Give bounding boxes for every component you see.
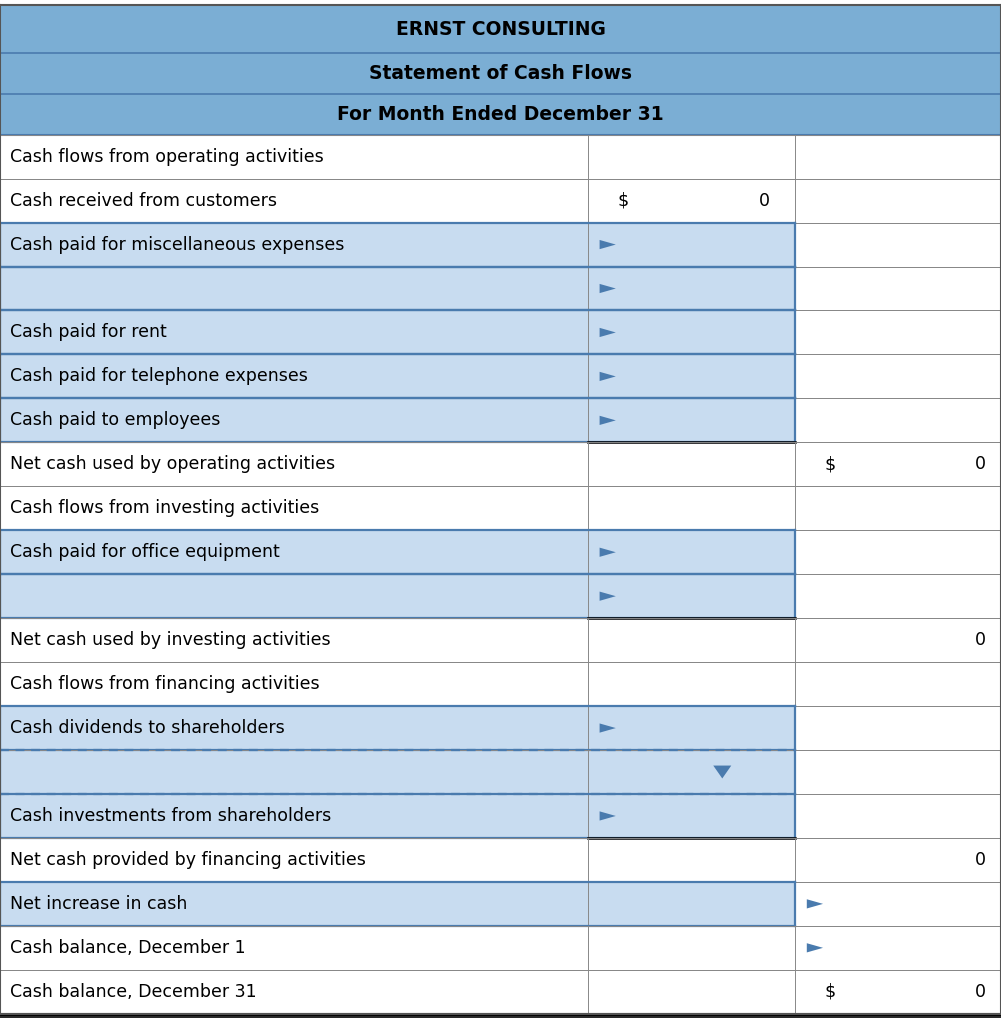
Bar [0, 882, 588, 926]
Bar [795, 750, 1001, 794]
Bar [588, 574, 795, 618]
Bar [795, 354, 1001, 398]
Bar [0, 135, 1001, 178]
Text: $: $ [825, 983, 836, 1000]
Bar [588, 398, 795, 442]
Bar [0, 926, 1001, 970]
Bar [0, 222, 588, 266]
Text: Net cash provided by financing activities: Net cash provided by financing activitie… [10, 851, 366, 869]
Polygon shape [600, 372, 616, 381]
Bar [588, 530, 795, 574]
Bar [0, 970, 1001, 1014]
Text: Net increase in cash: Net increase in cash [10, 895, 187, 912]
Polygon shape [600, 416, 616, 425]
Bar [0, 486, 1001, 530]
Text: 0: 0 [975, 851, 986, 869]
Bar [0, 53, 1001, 94]
Polygon shape [600, 328, 616, 337]
Bar [588, 310, 795, 354]
Bar [795, 882, 1001, 926]
Bar [0, 398, 588, 442]
Polygon shape [600, 811, 616, 820]
Bar [0, 442, 1001, 486]
Bar [795, 707, 1001, 750]
Bar [588, 750, 795, 794]
Bar [795, 794, 1001, 838]
Text: 0: 0 [759, 191, 770, 210]
Text: 0: 0 [975, 456, 986, 473]
Text: Cash investments from shareholders: Cash investments from shareholders [10, 807, 331, 825]
Bar [588, 354, 795, 398]
Bar [0, 663, 1001, 707]
Polygon shape [600, 548, 616, 557]
Bar [0, 266, 588, 310]
Text: Cash flows from investing activities: Cash flows from investing activities [10, 500, 319, 517]
Polygon shape [807, 943, 823, 952]
Bar [588, 707, 795, 750]
Polygon shape [600, 723, 616, 732]
Polygon shape [714, 766, 732, 778]
Text: Net cash used by investing activities: Net cash used by investing activities [10, 631, 330, 649]
Text: Net cash used by operating activities: Net cash used by operating activities [10, 456, 335, 473]
Bar [0, 838, 1001, 882]
Text: Cash received from customers: Cash received from customers [10, 191, 277, 210]
Bar [0, 574, 588, 618]
Bar [588, 882, 795, 926]
Bar [588, 222, 795, 266]
Bar [0, 178, 1001, 222]
Text: For Month Ended December 31: For Month Ended December 31 [337, 104, 664, 124]
Bar [795, 398, 1001, 442]
Bar [0, 750, 588, 794]
Text: Cash balance, December 31: Cash balance, December 31 [10, 983, 256, 1000]
Bar [795, 222, 1001, 266]
Polygon shape [600, 592, 616, 601]
Text: Cash paid for telephone expenses: Cash paid for telephone expenses [10, 368, 308, 385]
Polygon shape [600, 284, 616, 293]
Bar [588, 794, 795, 838]
Text: Cash flows from financing activities: Cash flows from financing activities [10, 675, 319, 693]
Bar [795, 574, 1001, 618]
Bar [0, 5, 1001, 53]
Text: ERNST CONSULTING: ERNST CONSULTING [395, 19, 606, 39]
Text: Statement of Cash Flows: Statement of Cash Flows [369, 65, 632, 83]
Text: $: $ [825, 456, 836, 473]
Bar [795, 310, 1001, 354]
Text: Cash paid for rent: Cash paid for rent [10, 324, 167, 341]
Text: Cash balance, December 1: Cash balance, December 1 [10, 939, 245, 956]
Text: Cash paid to employees: Cash paid to employees [10, 412, 220, 429]
Text: Cash flows from operating activities: Cash flows from operating activities [10, 147, 323, 166]
Bar [0, 94, 1001, 135]
Text: Cash paid for miscellaneous expenses: Cash paid for miscellaneous expenses [10, 236, 344, 254]
Bar [0, 618, 1001, 663]
Polygon shape [807, 899, 823, 908]
Text: 0: 0 [975, 631, 986, 649]
Polygon shape [600, 240, 616, 249]
Bar [588, 266, 795, 310]
Bar [0, 794, 588, 838]
Bar [0, 354, 588, 398]
Bar [795, 266, 1001, 310]
Bar [0, 530, 588, 574]
Text: Cash dividends to shareholders: Cash dividends to shareholders [10, 719, 284, 737]
Bar [0, 310, 588, 354]
Text: Cash paid for office equipment: Cash paid for office equipment [10, 544, 279, 561]
Bar [795, 530, 1001, 574]
Text: 0: 0 [975, 983, 986, 1000]
Text: $: $ [618, 191, 629, 210]
Bar [0, 707, 588, 750]
